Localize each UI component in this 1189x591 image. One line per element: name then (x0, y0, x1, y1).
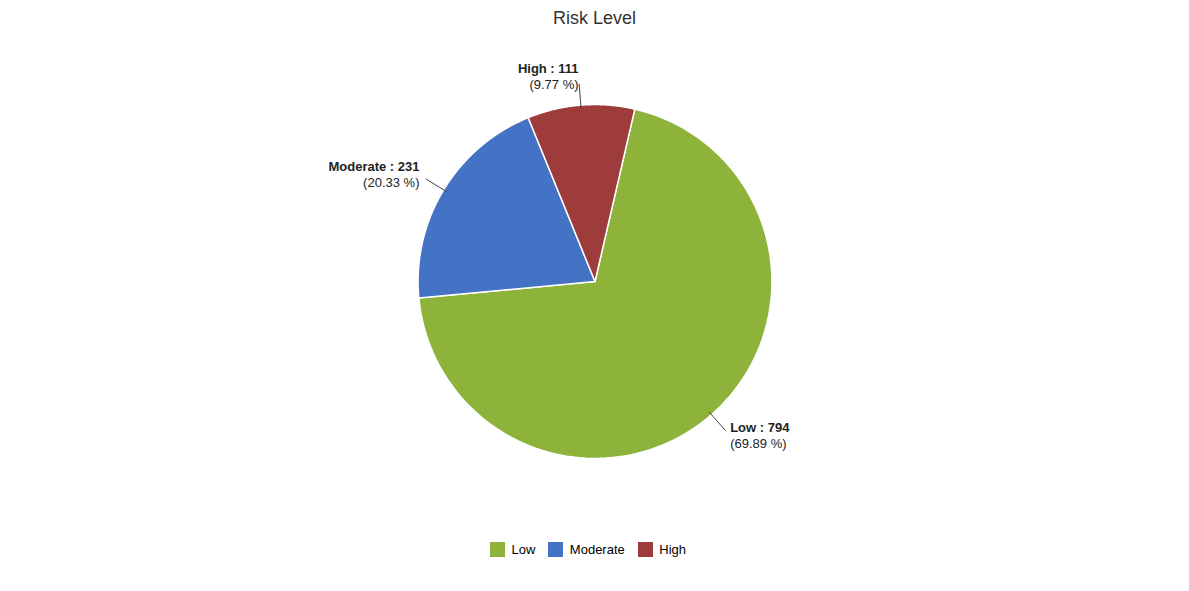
html-text:Risk Level: Risk Level (553, 8, 636, 28)
html-text:High: High (659, 542, 686, 557)
svg-text:High : 111: High : 111 (518, 61, 579, 76)
svg-text:(9.77 %): (9.77 %) (529, 77, 578, 92)
svg-text:Moderate : 231: Moderate : 231 (328, 159, 419, 174)
svg-text:(20.33 %): (20.33 %) (363, 175, 419, 190)
svg-text:Low : 794: Low : 794 (730, 420, 790, 435)
svg-text:(69.89 %): (69.89 %) (730, 436, 786, 451)
html-text:Moderate: Moderate (569, 542, 625, 557)
html-text:Low: Low (511, 542, 536, 557)
